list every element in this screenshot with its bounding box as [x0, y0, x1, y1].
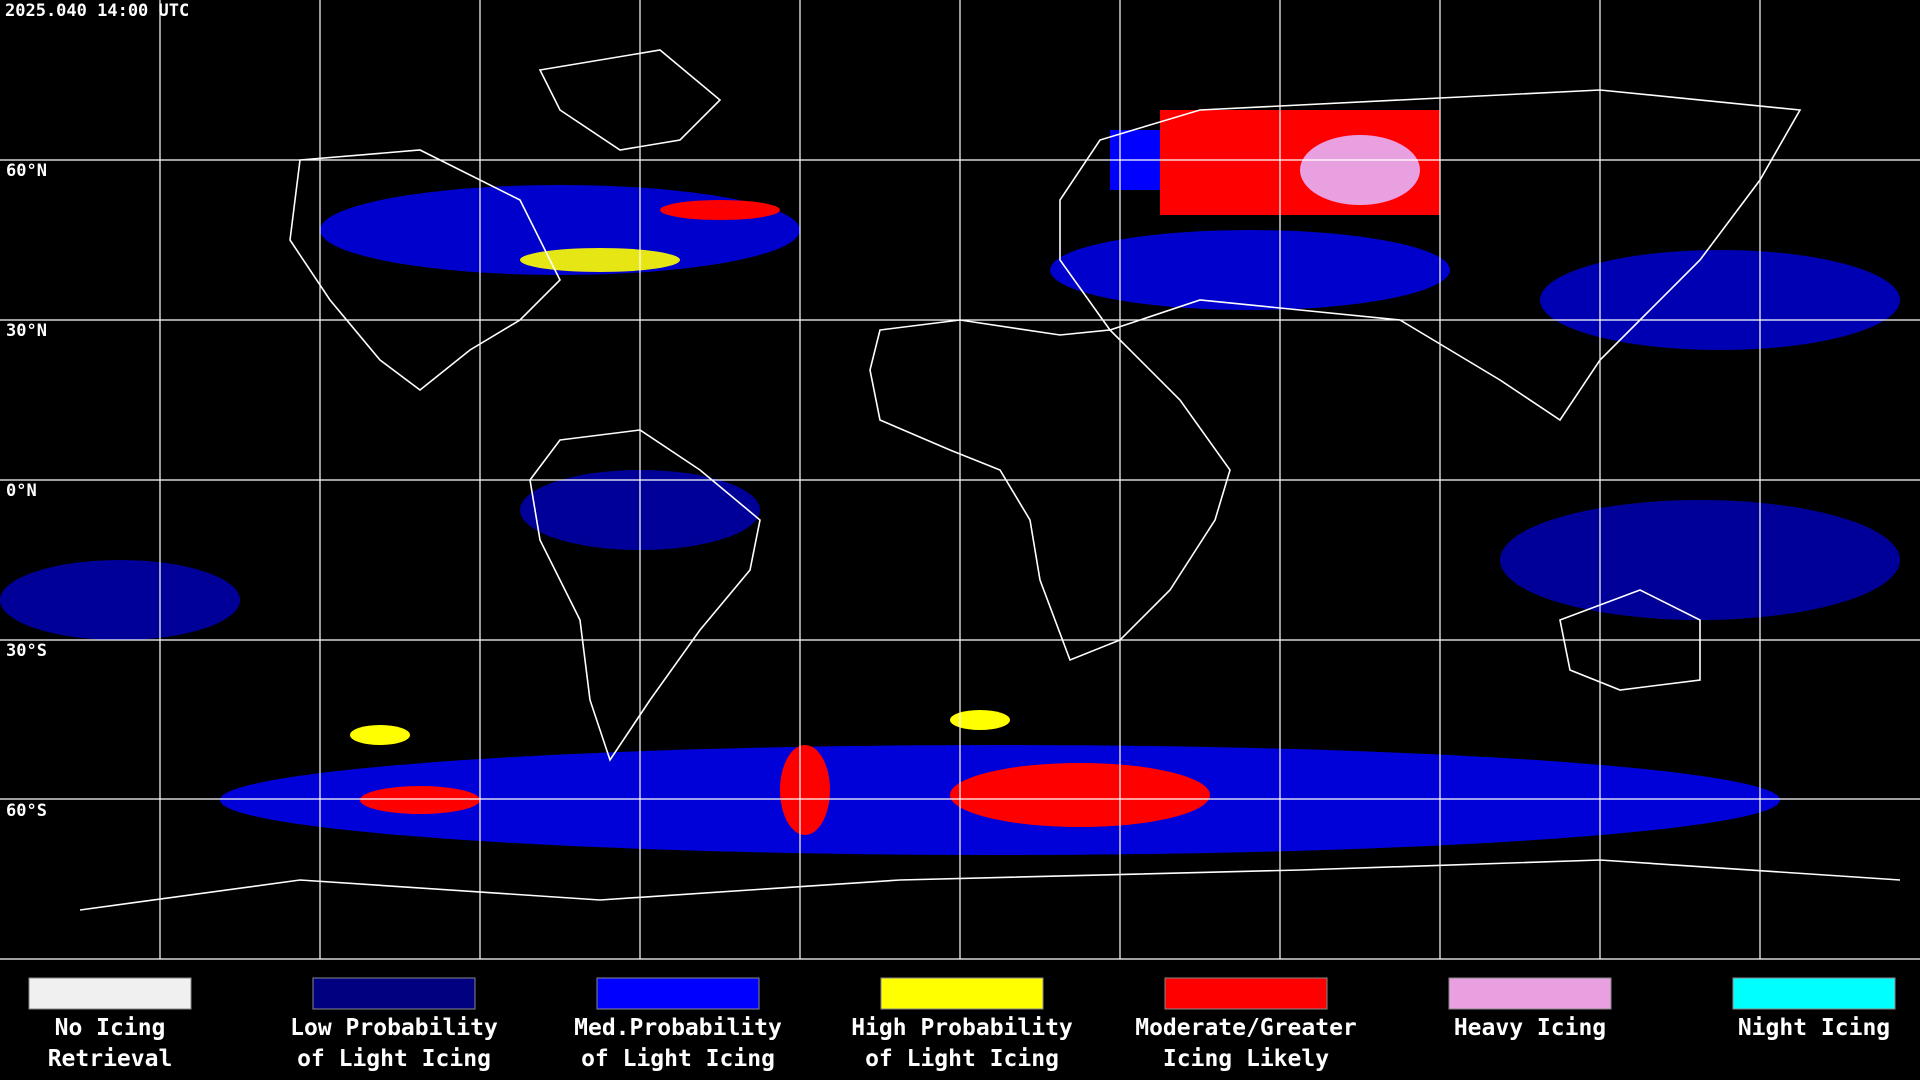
legend-swatch	[1732, 977, 1896, 1010]
legend-swatch	[596, 977, 760, 1010]
legend-label: of Light Icing	[297, 1046, 491, 1072]
legend-label: of Light Icing	[581, 1046, 775, 1072]
coastline	[289, 149, 561, 392]
legend-swatch	[1448, 977, 1612, 1010]
latitude-label: 60°N	[6, 161, 47, 181]
latitude-label: 30°S	[6, 641, 47, 661]
icing-area	[950, 710, 1010, 730]
legend-label: Low Probability	[290, 1015, 498, 1041]
icing-area	[1300, 135, 1420, 205]
icing-area	[1540, 250, 1900, 350]
latitude-labels: 60°N 30°N 0°N 30°S 60°S	[6, 161, 47, 821]
icing-area	[1500, 500, 1900, 620]
legend-label: Retrieval	[48, 1046, 173, 1072]
latitude-label: 30°N	[6, 321, 47, 341]
legend: No Icing Retrieval Low Probability of Light…	[28, 977, 1896, 1072]
coastline	[529, 429, 761, 762]
legend-label: Night Icing	[1738, 1015, 1890, 1041]
legend-swatch	[312, 977, 476, 1010]
legend-label: No Icing	[55, 1015, 166, 1041]
graticule	[0, 0, 1920, 960]
legend-label: of Light Icing	[865, 1046, 1059, 1072]
legend-label: Icing Likely	[1163, 1046, 1329, 1072]
legend-swatch	[1164, 977, 1328, 1010]
icing-area	[520, 248, 680, 272]
icing-area	[950, 763, 1210, 827]
icing-area	[1050, 230, 1450, 310]
icing-area	[360, 786, 480, 814]
legend-label: Med.Probability	[574, 1015, 782, 1041]
icing-area	[350, 725, 410, 745]
legend-swatch	[880, 977, 1044, 1010]
legend-swatch	[28, 977, 192, 1010]
latitude-label: 60°S	[6, 801, 47, 821]
icing-area	[780, 745, 830, 835]
legend-label: Moderate/Greater	[1135, 1015, 1357, 1041]
legend-label: Heavy Icing	[1454, 1015, 1606, 1041]
icing-area	[0, 560, 240, 640]
timestamp: 2025.040 14:00 UTC	[5, 1, 189, 21]
icing-area	[660, 200, 780, 220]
coastline	[1559, 589, 1701, 691]
latitude-label: 0°N	[6, 481, 37, 501]
legend-label: High Probability	[851, 1015, 1073, 1041]
coastline	[538, 49, 722, 151]
